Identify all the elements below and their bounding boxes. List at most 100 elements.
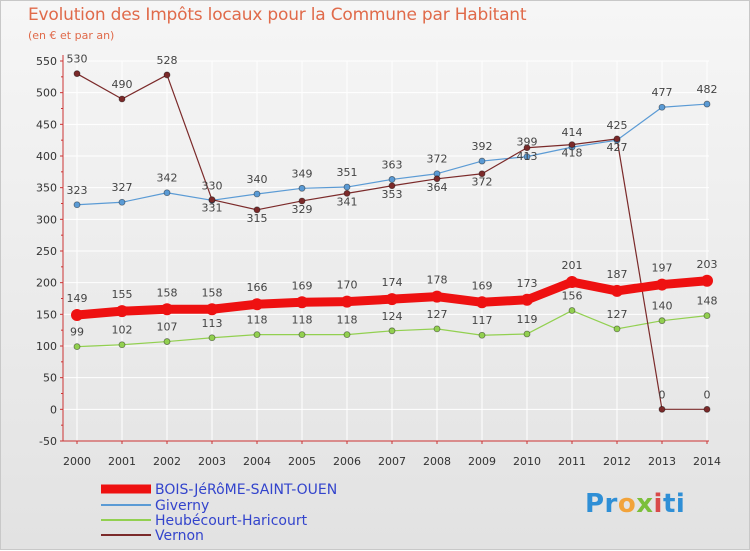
data-label: 331 (202, 202, 223, 215)
data-label: 364 (427, 181, 448, 194)
data-label: 323 (67, 184, 88, 197)
data-point (251, 298, 263, 311)
data-label: 203 (697, 258, 718, 271)
data-point (658, 317, 666, 325)
data-point (388, 182, 396, 190)
data-label: 156 (562, 290, 583, 303)
axes (60, 55, 709, 444)
data-label: 118 (247, 314, 268, 327)
data-point (343, 189, 351, 197)
legend-label: Vernon (155, 528, 204, 544)
legend-label: BOIS-JéRôME-SAINT-OUEN (155, 482, 337, 498)
data-label: 149 (67, 292, 88, 305)
y-tick-label: 450 (36, 118, 57, 131)
data-point (73, 201, 81, 209)
data-label: 372 (472, 176, 493, 189)
data-label: 201 (562, 259, 583, 272)
data-label: 329 (292, 203, 313, 216)
logo-part: Pr (585, 489, 618, 519)
logo-part: ti (662, 489, 686, 519)
data-point (73, 343, 81, 351)
data-point (253, 331, 261, 339)
data-label: 173 (517, 277, 538, 290)
data-label: 372 (427, 153, 448, 166)
data-label: 363 (382, 158, 403, 171)
data-label: 155 (112, 288, 133, 301)
data-point (433, 325, 441, 333)
data-label: 482 (697, 83, 718, 96)
data-point (206, 303, 218, 316)
data-label: 530 (67, 53, 88, 66)
data-label: 174 (382, 276, 403, 289)
x-tick-label: 2007 (378, 455, 406, 468)
data-point (388, 176, 396, 183)
data-label: 117 (472, 314, 493, 327)
data-point (163, 189, 171, 197)
data-point (568, 141, 576, 149)
data-label: 351 (337, 166, 358, 179)
y-tick-label: 200 (36, 277, 57, 290)
data-label: 418 (562, 147, 583, 160)
data-point (73, 70, 81, 78)
data-label: 166 (247, 281, 268, 294)
data-label: 477 (652, 86, 673, 99)
x-tick-label: 2008 (423, 455, 451, 468)
y-tick-label: 400 (36, 150, 57, 163)
y-tick-label: 150 (36, 308, 57, 321)
data-point (478, 331, 486, 339)
x-tick-label: 2000 (63, 455, 91, 468)
x-tick-label: 2014 (693, 455, 721, 468)
data-point (703, 312, 711, 320)
data-label: 158 (202, 286, 223, 299)
data-point (476, 296, 488, 309)
series-points (71, 70, 713, 413)
chart-subtitle: (en € et par an) (28, 29, 115, 42)
data-label: 140 (652, 300, 673, 313)
data-label: 353 (382, 188, 403, 201)
data-point (298, 331, 306, 339)
data-point (118, 198, 126, 206)
data-label: 127 (607, 308, 628, 321)
data-label: 427 (607, 141, 628, 154)
data-label: 392 (472, 140, 493, 153)
data-label: 169 (472, 279, 493, 292)
data-point (433, 175, 441, 183)
y-tick-label: 250 (36, 245, 57, 258)
data-label: 528 (157, 54, 178, 67)
y-axis-tick-labels: -50 0 50 100 150 200 250 300 350 400 450 500 550 (36, 55, 57, 448)
data-label: 197 (652, 262, 673, 275)
data-label: 315 (247, 212, 268, 225)
data-label: 0 (659, 388, 666, 401)
x-tick-label: 2013 (648, 455, 676, 468)
legend: BOIS-JéRôME-SAINT-OUENGivernyHeubécourt-… (101, 482, 337, 544)
data-label: 399 (517, 136, 538, 149)
data-label: 113 (202, 317, 223, 330)
x-tick-label: 2010 (513, 455, 541, 468)
data-label: 102 (112, 324, 133, 337)
data-label: 169 (292, 279, 313, 292)
data-label: 413 (517, 150, 538, 163)
y-tick-label: 350 (36, 182, 57, 195)
data-label: 425 (607, 119, 628, 132)
data-label: 330 (202, 179, 223, 192)
data-point (523, 153, 531, 161)
y-tick-label: 550 (36, 55, 57, 68)
data-point (298, 184, 306, 192)
logo-part: x (636, 489, 654, 519)
data-labels: 149 155 158 158 166 169 170 174 178 169 173 201 187 1… (67, 53, 718, 402)
data-point (478, 170, 486, 178)
data-point (341, 295, 353, 308)
legend-label: Heubécourt-Haricourt (155, 513, 308, 529)
data-label: 118 (337, 314, 358, 327)
data-point (163, 338, 171, 345)
data-label: 340 (247, 173, 268, 186)
data-point (163, 71, 171, 79)
y-tick-label: 100 (36, 340, 57, 353)
data-point (386, 293, 398, 306)
x-tick-label: 2012 (603, 455, 631, 468)
data-point (658, 405, 666, 413)
data-label: 148 (697, 295, 718, 308)
x-tick-label: 2003 (198, 455, 226, 468)
data-label: 341 (337, 195, 358, 208)
